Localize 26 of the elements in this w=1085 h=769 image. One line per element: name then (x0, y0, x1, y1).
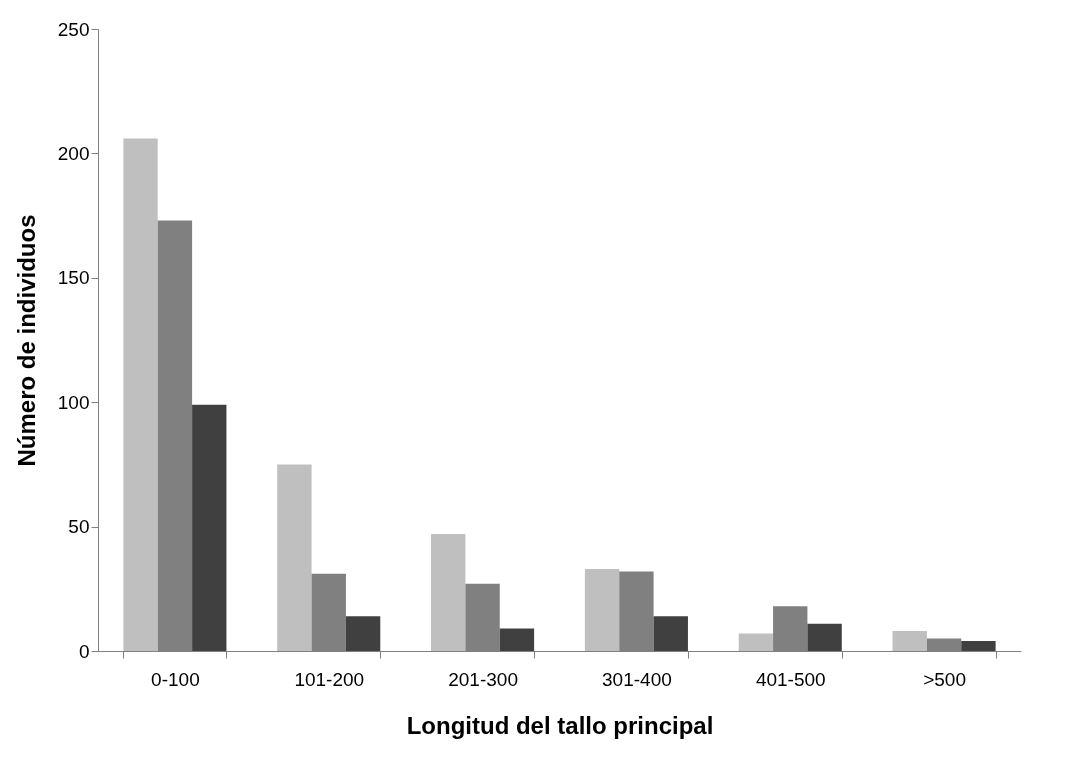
x-tick-label: 301-400 (602, 668, 672, 690)
y-tick-label: 0 (78, 640, 90, 662)
bar (123, 138, 158, 651)
x-tick-label: 101-200 (294, 668, 365, 690)
y-tick-label: 200 (57, 142, 90, 164)
y-tick-label: 250 (57, 18, 90, 40)
y-tick-label: 50 (68, 516, 90, 538)
x-tick-label: 201-300 (448, 668, 518, 690)
x-axis-title: Longitud del tallo principal (406, 711, 714, 739)
bar (892, 631, 927, 651)
x-tick-label: >500 (923, 668, 966, 690)
bar (584, 568, 620, 651)
bar (807, 623, 842, 651)
bar (345, 616, 381, 651)
y-tick-label: 100 (57, 391, 90, 413)
y-axis-title: Número de individuos (12, 214, 40, 467)
bar (431, 534, 466, 651)
y-tick-label: 150 (57, 267, 90, 289)
x-tick-label: 401-500 (755, 668, 826, 690)
bar (192, 404, 227, 651)
x-tick-label: 0-100 (151, 668, 200, 690)
bar (738, 633, 774, 651)
bar (499, 628, 535, 651)
bar (277, 464, 312, 651)
bar (653, 616, 688, 651)
bar (961, 641, 996, 651)
